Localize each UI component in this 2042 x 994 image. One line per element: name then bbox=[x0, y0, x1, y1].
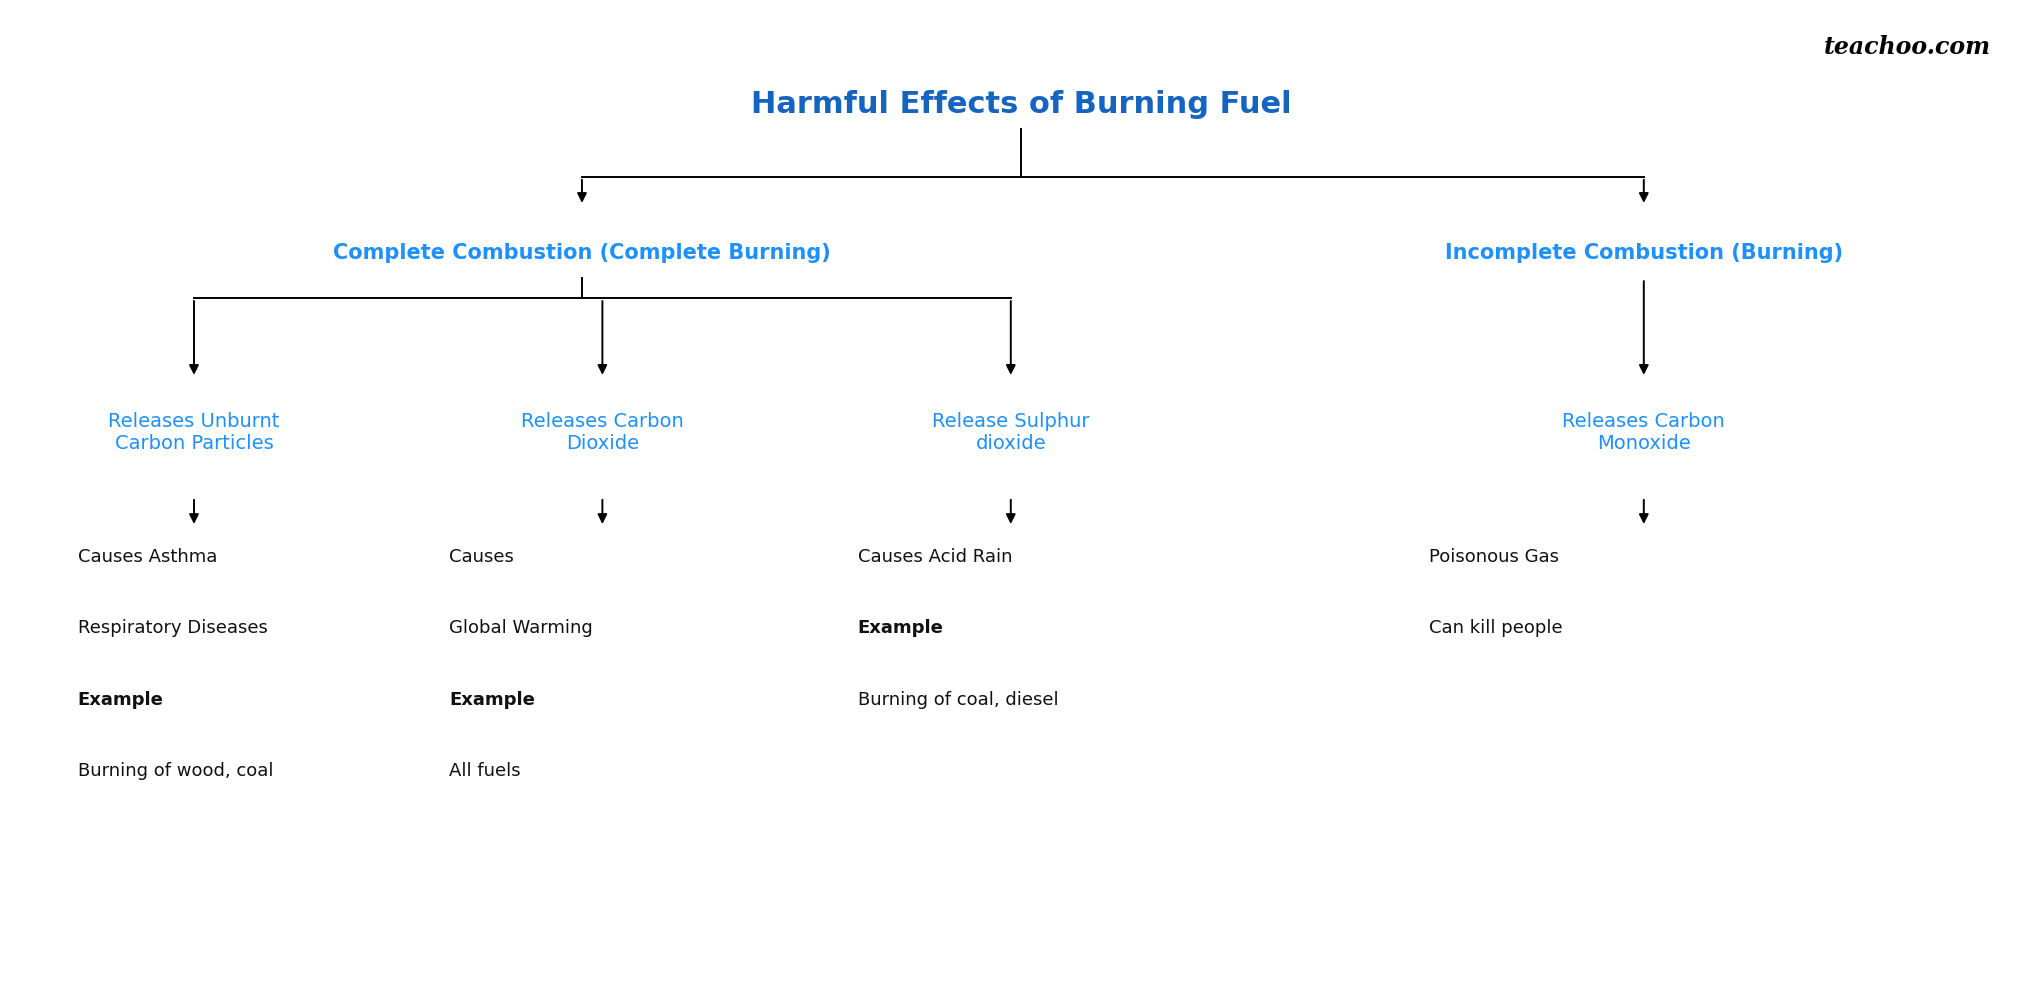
Text: teachoo.com: teachoo.com bbox=[1824, 35, 1991, 59]
Text: Causes: Causes bbox=[449, 548, 515, 566]
Text: Release Sulphur
dioxide: Release Sulphur dioxide bbox=[931, 412, 1090, 453]
Text: Poisonous Gas: Poisonous Gas bbox=[1429, 548, 1560, 566]
Text: Complete Combustion (Complete Burning): Complete Combustion (Complete Burning) bbox=[333, 244, 831, 263]
Text: Can kill people: Can kill people bbox=[1429, 619, 1562, 637]
Text: Causes Acid Rain: Causes Acid Rain bbox=[858, 548, 1013, 566]
Text: Global Warming: Global Warming bbox=[449, 619, 592, 637]
Text: Harmful Effects of Burning Fuel: Harmful Effects of Burning Fuel bbox=[751, 89, 1291, 119]
Text: Respiratory Diseases: Respiratory Diseases bbox=[78, 619, 268, 637]
Text: Example: Example bbox=[78, 691, 163, 709]
Text: Example: Example bbox=[858, 619, 943, 637]
Text: Releases Carbon
Dioxide: Releases Carbon Dioxide bbox=[521, 412, 684, 453]
Text: Example: Example bbox=[449, 691, 535, 709]
Text: Causes Asthma: Causes Asthma bbox=[78, 548, 216, 566]
Text: Releases Carbon
Monoxide: Releases Carbon Monoxide bbox=[1562, 412, 1725, 453]
Text: All fuels: All fuels bbox=[449, 762, 521, 780]
Text: Releases Unburnt
Carbon Particles: Releases Unburnt Carbon Particles bbox=[108, 412, 280, 453]
Text: Burning of wood, coal: Burning of wood, coal bbox=[78, 762, 274, 780]
Text: Incomplete Combustion (Burning): Incomplete Combustion (Burning) bbox=[1446, 244, 1842, 263]
Text: Burning of coal, diesel: Burning of coal, diesel bbox=[858, 691, 1058, 709]
